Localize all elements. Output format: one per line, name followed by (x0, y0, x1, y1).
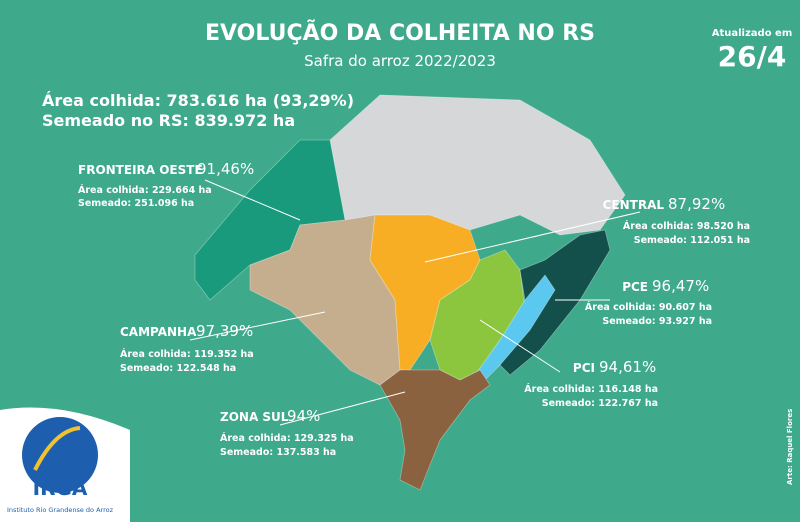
logo-circle (22, 417, 98, 493)
logo: IRGA Instituto Rio Grandense do Arroz (0, 407, 130, 522)
region-harvested: Área colhida: 129.325 ha (220, 432, 354, 444)
region-name: CAMPANHA (120, 325, 197, 339)
region-name: ZONA SUL (220, 410, 289, 424)
region-labels: FRONTEIRA OESTE 91,46% Área colhida: 229… (78, 160, 750, 458)
region-harvested: Área colhida: 98.520 ha (623, 220, 750, 232)
region-zona-sul (379, 369, 491, 491)
leader-lines (189, 179, 641, 426)
updated-label: Atualizado em (712, 28, 793, 39)
updated-date: 26/4 (718, 40, 787, 73)
region-percent: 91,46% (197, 160, 254, 178)
region-sown: Semeado: 137.583 ha (220, 447, 336, 458)
region-name: PCI (573, 361, 595, 375)
region-harvested: Área colhida: 229.664 ha (78, 184, 212, 196)
region-sown: Semeado: 93.927 ha (602, 316, 712, 327)
region-sown: Semeado: 251.096 ha (78, 198, 194, 209)
region-name: FRONTEIRA OESTE (78, 163, 203, 177)
leader-line (279, 391, 406, 426)
total-sown: Semeado no RS: 839.972 ha (42, 111, 295, 130)
map (194, 94, 626, 491)
lagoon (474, 274, 556, 381)
leader-line (189, 311, 326, 341)
region-percent: 87,92% (668, 195, 725, 213)
region-sown: Semeado: 122.767 ha (542, 398, 658, 409)
region-sown: Semeado: 122.548 ha (120, 363, 236, 374)
credit: Arte: Raquel Flores (786, 409, 794, 485)
label-zona-sul: ZONA SUL 94% Área colhida: 129.325 ha Se… (220, 407, 354, 458)
region-name: CENTRAL (603, 198, 665, 212)
leader-line (204, 179, 301, 221)
region-harvested: Área colhida: 90.607 ha (585, 301, 712, 313)
subtitle: Safra do arroz 2022/2023 (304, 52, 496, 70)
title: EVOLUÇÃO DA COLHEITA NO RS (205, 20, 595, 46)
total-harvested: Área colhida: 783.616 ha (93,29%) (42, 91, 354, 110)
region-percent: 94,61% (599, 358, 656, 376)
region-percent: 94% (287, 407, 320, 425)
region-campanha (249, 214, 401, 386)
logo-acronym: IRGA (33, 476, 88, 500)
label-pce: PCE 96,47% Área colhida: 90.607 ha Semea… (585, 277, 712, 327)
label-fronteira-oeste: FRONTEIRA OESTE 91,46% Área colhida: 229… (78, 160, 254, 209)
label-central: CENTRAL 87,92% Área colhida: 98.520 ha S… (603, 195, 750, 246)
logo-name: Instituto Rio Grandense do Arroz (7, 506, 114, 514)
region-percent: 96,47% (652, 277, 709, 295)
region-name: PCE (622, 280, 648, 294)
label-campanha: CAMPANHA 97,39% Área colhida: 119.352 ha… (120, 322, 254, 374)
leader-line (479, 319, 561, 373)
leader-line (424, 211, 641, 263)
region-percent: 97,39% (196, 322, 253, 340)
label-pci: PCI 94,61% Área colhida: 116.148 ha Seme… (524, 358, 658, 409)
logo-rice (33, 426, 81, 471)
region-harvested: Área colhida: 116.148 ha (524, 383, 658, 395)
region-harvested: Área colhida: 119.352 ha (120, 348, 254, 360)
region-sown: Semeado: 112.051 ha (634, 235, 750, 246)
